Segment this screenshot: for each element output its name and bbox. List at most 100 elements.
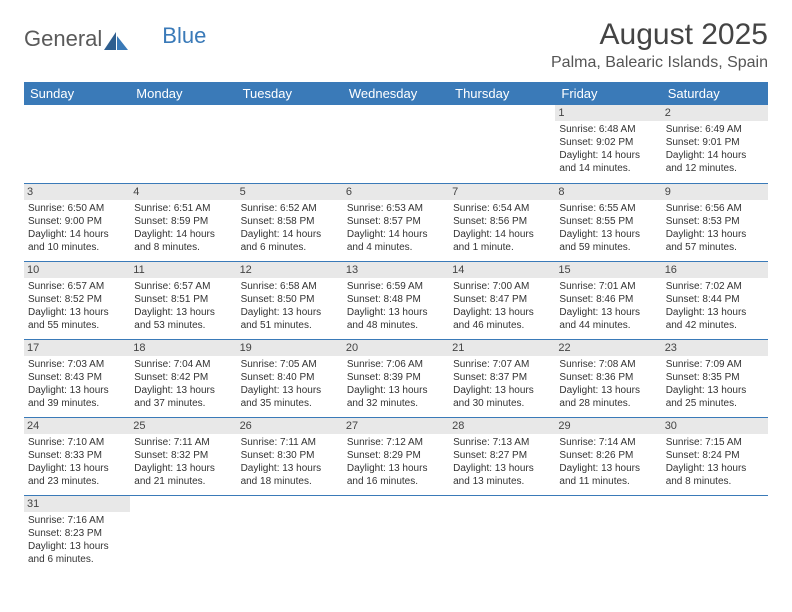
sunset-text: Sunset: 8:32 PM (134, 449, 232, 462)
daylight-text: Daylight: 14 hours (559, 149, 657, 162)
daylight-text: Daylight: 13 hours (559, 306, 657, 319)
daylight-text: Daylight: 14 hours (134, 228, 232, 241)
calendar-cell: 27 Sunrise: 7:12 AMSunset: 8:29 PMDayligh… (343, 417, 449, 495)
sunrise-text: Sunrise: 7:14 AM (559, 436, 657, 449)
sunrise-text: Sunrise: 7:12 AM (347, 436, 445, 449)
calendar-cell: 19Sunrise: 7:05 AMSunset: 8:40 PMDayligh… (237, 339, 343, 417)
calendar-cell-empty (555, 495, 661, 573)
sunset-text: Sunset: 8:44 PM (666, 293, 764, 306)
daylight-text: and 11 minutes. (559, 475, 657, 488)
day-header: Friday (555, 82, 661, 105)
sunrise-text: Sunrise: 7:11 AM (241, 436, 339, 449)
daylight-text: Daylight: 13 hours (28, 540, 126, 553)
header: General Blue August 2025 Palma, Balearic… (24, 18, 768, 72)
calendar-cell: 4Sunrise: 6:51 AMSunset: 8:59 PMDaylight… (130, 183, 236, 261)
daylight-text: and 16 minutes. (347, 475, 445, 488)
sunset-text: Sunset: 8:42 PM (134, 371, 232, 384)
daylight-text: and 1 minute. (453, 241, 551, 254)
location: Palma, Balearic Islands, Spain (551, 54, 768, 72)
sunrise-text: Sunrise: 6:53 AM (347, 202, 445, 215)
daylight-text: and 44 minutes. (559, 319, 657, 332)
calendar-cell: 1Sunrise: 6:48 AMSunset: 9:02 PMDaylight… (555, 105, 661, 183)
day-number: 4 (130, 184, 236, 200)
day-number: 21 (449, 340, 555, 356)
calendar-cell-empty (130, 495, 236, 573)
sunset-text: Sunset: 8:36 PM (559, 371, 657, 384)
calendar-row: 24Sunrise: 7:10 AMSunset: 8:33 PMDayligh… (24, 417, 768, 495)
daylight-text: Daylight: 13 hours (347, 306, 445, 319)
calendar-cell-empty (24, 105, 130, 183)
daylight-text: and 10 minutes. (28, 241, 126, 254)
calendar-cell: 6Sunrise: 6:53 AMSunset: 8:57 PMDaylight… (343, 183, 449, 261)
sunset-text: Sunset: 8:33 PM (28, 449, 126, 462)
daylight-text: Daylight: 13 hours (347, 462, 445, 475)
daylight-text: Daylight: 13 hours (28, 462, 126, 475)
daylight-text: and 55 minutes. (28, 319, 126, 332)
calendar-cell: 24Sunrise: 7:10 AMSunset: 8:33 PMDayligh… (24, 417, 130, 495)
day-number: 12 (237, 262, 343, 278)
day-number: 23 (662, 340, 768, 356)
title-block: August 2025 Palma, Balearic Islands, Spa… (551, 18, 768, 72)
day-number: 11 (130, 262, 236, 278)
daylight-text: and 28 minutes. (559, 397, 657, 410)
sunrise-text: Sunrise: 7:03 AM (28, 358, 126, 371)
sunrise-text: Sunrise: 6:52 AM (241, 202, 339, 215)
daylight-text: Daylight: 13 hours (347, 384, 445, 397)
sunrise-text: Sunrise: 7:02 AM (666, 280, 764, 293)
calendar-row: 1Sunrise: 6:48 AMSunset: 9:02 PMDaylight… (24, 105, 768, 183)
daylight-text: and 59 minutes. (559, 241, 657, 254)
day-number: 7 (449, 184, 555, 200)
calendar-cell: 16Sunrise: 7:02 AMSunset: 8:44 PMDayligh… (662, 261, 768, 339)
daylight-text: and 6 minutes. (241, 241, 339, 254)
day-header: Monday (130, 82, 236, 105)
calendar-cell: 25Sunrise: 7:11 AMSunset: 8:32 PMDayligh… (130, 417, 236, 495)
sunrise-text: Sunrise: 7:08 AM (559, 358, 657, 371)
daylight-text: and 39 minutes. (28, 397, 126, 410)
day-number: 5 (237, 184, 343, 200)
daylight-text: Daylight: 13 hours (666, 228, 764, 241)
calendar-cell: 18Sunrise: 7:04 AMSunset: 8:42 PMDayligh… (130, 339, 236, 417)
day-number: 22 (555, 340, 661, 356)
calendar-cell: 5Sunrise: 6:52 AMSunset: 8:58 PMDaylight… (237, 183, 343, 261)
day-number: 31 (24, 496, 130, 512)
day-number: 28 (449, 418, 555, 434)
daylight-text: and 42 minutes. (666, 319, 764, 332)
day-header: Saturday (662, 82, 768, 105)
sunset-text: Sunset: 8:27 PM (453, 449, 551, 462)
calendar-table: SundayMondayTuesdayWednesdayThursdayFrid… (24, 82, 768, 573)
sunset-text: Sunset: 8:58 PM (241, 215, 339, 228)
sunrise-text: Sunrise: 7:07 AM (453, 358, 551, 371)
daylight-text: and 32 minutes. (347, 397, 445, 410)
calendar-cell: 8Sunrise: 6:55 AMSunset: 8:55 PMDaylight… (555, 183, 661, 261)
daylight-text: and 35 minutes. (241, 397, 339, 410)
logo-text-1: General (24, 26, 102, 52)
day-number: 18 (130, 340, 236, 356)
sunrise-text: Sunrise: 6:55 AM (559, 202, 657, 215)
daylight-text: and 4 minutes. (347, 241, 445, 254)
day-header: Wednesday (343, 82, 449, 105)
daylight-text: and 23 minutes. (28, 475, 126, 488)
sunset-text: Sunset: 8:26 PM (559, 449, 657, 462)
daylight-text: Daylight: 13 hours (559, 384, 657, 397)
sunset-text: Sunset: 8:51 PM (134, 293, 232, 306)
daylight-text: and 14 minutes. (559, 162, 657, 175)
daylight-text: and 46 minutes. (453, 319, 551, 332)
daylight-text: Daylight: 13 hours (134, 462, 232, 475)
day-number: 27 (343, 418, 449, 434)
daylight-text: Daylight: 13 hours (28, 306, 126, 319)
calendar-cell: 15Sunrise: 7:01 AMSunset: 8:46 PMDayligh… (555, 261, 661, 339)
sunrise-text: Sunrise: 6:49 AM (666, 123, 764, 136)
sunrise-text: Sunrise: 6:54 AM (453, 202, 551, 215)
day-header: Tuesday (237, 82, 343, 105)
calendar-cell: 17Sunrise: 7:03 AMSunset: 8:43 PMDayligh… (24, 339, 130, 417)
sunset-text: Sunset: 8:29 PM (347, 449, 445, 462)
daylight-text: and 37 minutes. (134, 397, 232, 410)
sunrise-text: Sunrise: 6:50 AM (28, 202, 126, 215)
daylight-text: Daylight: 13 hours (241, 462, 339, 475)
daylight-text: Daylight: 13 hours (134, 306, 232, 319)
sunrise-text: Sunrise: 6:57 AM (134, 280, 232, 293)
day-number: 29 (555, 418, 661, 434)
daylight-text: and 53 minutes. (134, 319, 232, 332)
calendar-cell: 14Sunrise: 7:00 AMSunset: 8:47 PMDayligh… (449, 261, 555, 339)
sunrise-text: Sunrise: 7:09 AM (666, 358, 764, 371)
